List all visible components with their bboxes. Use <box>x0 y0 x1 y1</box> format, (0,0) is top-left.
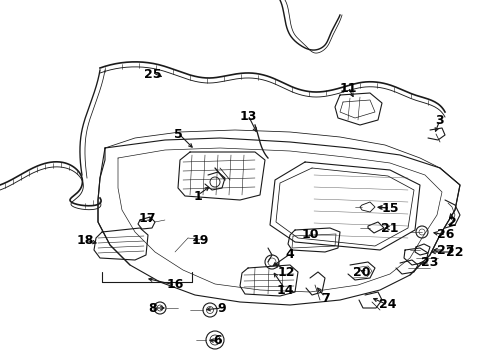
Text: 25: 25 <box>144 68 162 81</box>
Text: 4: 4 <box>285 248 294 261</box>
Text: 9: 9 <box>217 302 226 315</box>
Text: 10: 10 <box>301 229 318 242</box>
Text: 26: 26 <box>436 229 454 242</box>
Text: 7: 7 <box>320 292 329 305</box>
Text: 19: 19 <box>191 234 208 247</box>
Text: 5: 5 <box>173 129 182 141</box>
Text: 22: 22 <box>446 246 463 258</box>
Text: 2: 2 <box>447 216 455 229</box>
Text: 18: 18 <box>76 234 94 247</box>
Text: 27: 27 <box>436 243 454 256</box>
Circle shape <box>213 338 217 342</box>
Text: 17: 17 <box>138 211 156 225</box>
Text: 16: 16 <box>166 279 183 292</box>
Text: 14: 14 <box>276 284 293 297</box>
Text: 23: 23 <box>421 256 438 270</box>
Text: 6: 6 <box>213 334 222 347</box>
Text: 13: 13 <box>239 109 256 122</box>
Text: 12: 12 <box>277 266 294 279</box>
Text: 15: 15 <box>381 202 398 215</box>
Text: 3: 3 <box>435 113 444 126</box>
Text: 8: 8 <box>148 302 157 315</box>
Text: 11: 11 <box>339 81 356 94</box>
Text: 24: 24 <box>379 298 396 311</box>
Text: 20: 20 <box>352 266 370 279</box>
Text: 21: 21 <box>381 221 398 234</box>
Text: 1: 1 <box>193 190 202 203</box>
